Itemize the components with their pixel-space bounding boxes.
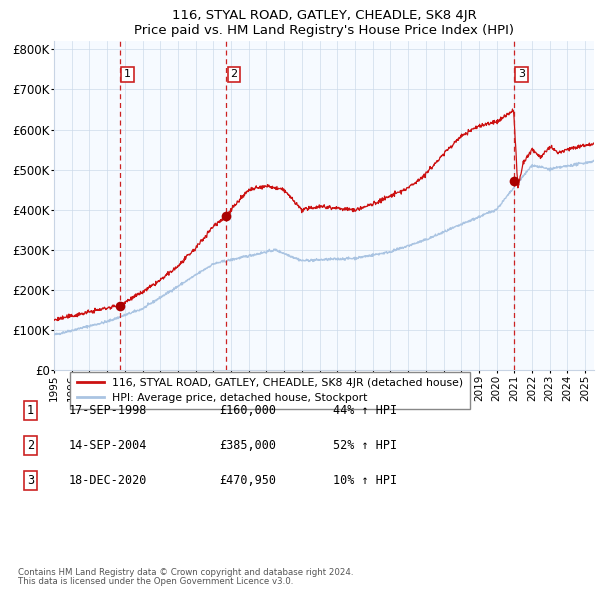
Text: 1: 1 xyxy=(27,404,34,417)
Text: 18-DEC-2020: 18-DEC-2020 xyxy=(69,474,148,487)
Text: 3: 3 xyxy=(518,70,525,80)
Text: £385,000: £385,000 xyxy=(219,439,276,452)
Text: 52% ↑ HPI: 52% ↑ HPI xyxy=(333,439,397,452)
Bar xyxy=(226,41,514,370)
Text: 3: 3 xyxy=(27,474,34,487)
Text: 44% ↑ HPI: 44% ↑ HPI xyxy=(333,404,397,417)
Text: £160,000: £160,000 xyxy=(219,404,276,417)
Text: 2: 2 xyxy=(27,439,34,452)
Text: This data is licensed under the Open Government Licence v3.0.: This data is licensed under the Open Gov… xyxy=(18,577,293,586)
Title: 116, STYAL ROAD, GATLEY, CHEADLE, SK8 4JR
Price paid vs. HM Land Registry's Hous: 116, STYAL ROAD, GATLEY, CHEADLE, SK8 4J… xyxy=(134,9,514,37)
Bar xyxy=(514,41,594,370)
Bar xyxy=(119,41,226,370)
Text: 17-SEP-1998: 17-SEP-1998 xyxy=(69,404,148,417)
Bar xyxy=(54,41,119,370)
Text: £470,950: £470,950 xyxy=(219,474,276,487)
Text: 2: 2 xyxy=(230,70,238,80)
Text: 1: 1 xyxy=(124,70,131,80)
Text: 14-SEP-2004: 14-SEP-2004 xyxy=(69,439,148,452)
Text: 10% ↑ HPI: 10% ↑ HPI xyxy=(333,474,397,487)
Legend: 116, STYAL ROAD, GATLEY, CHEADLE, SK8 4JR (detached house), HPI: Average price, : 116, STYAL ROAD, GATLEY, CHEADLE, SK8 4J… xyxy=(70,372,470,409)
Text: Contains HM Land Registry data © Crown copyright and database right 2024.: Contains HM Land Registry data © Crown c… xyxy=(18,568,353,577)
